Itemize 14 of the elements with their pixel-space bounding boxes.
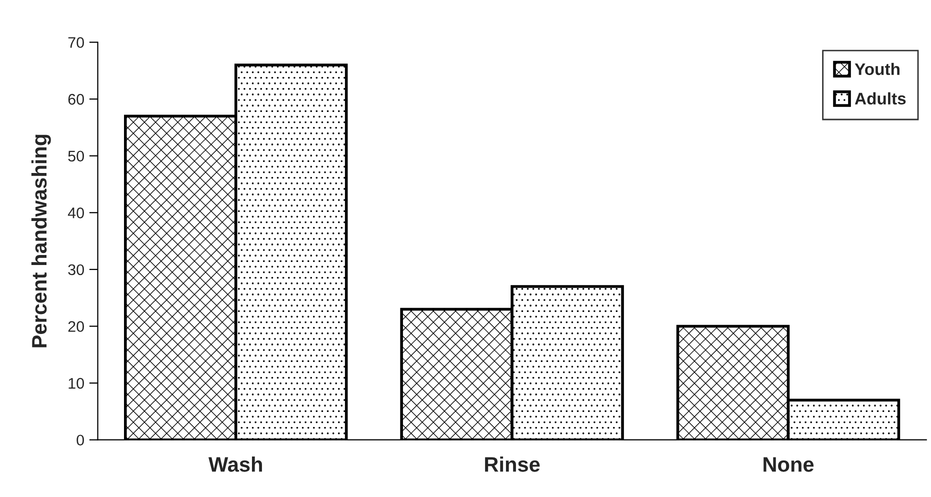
y-tick-label: 60 bbox=[68, 94, 84, 105]
y-tick-label: 50 bbox=[68, 150, 84, 162]
y-tick-label: 40 bbox=[68, 208, 84, 218]
y-tick-label: 30 bbox=[68, 264, 84, 276]
y-axis-title: Percent handwashing bbox=[31, 134, 51, 348]
x-tick-label: Wash bbox=[208, 456, 262, 472]
y-tick-label: 70 bbox=[68, 37, 84, 48]
legend-label: Youth bbox=[854, 62, 900, 76]
legend-label: Adults bbox=[854, 92, 906, 105]
y-tick-label: 10 bbox=[68, 378, 84, 389]
x-tick-label: Rinse bbox=[485, 456, 540, 472]
y-tick-label: 0 bbox=[76, 434, 84, 446]
x-tick-label: None bbox=[764, 457, 814, 472]
y-tick-label: 20 bbox=[68, 321, 84, 332]
